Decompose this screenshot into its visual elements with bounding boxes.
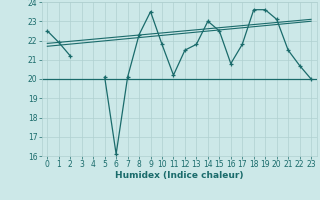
X-axis label: Humidex (Indice chaleur): Humidex (Indice chaleur) <box>115 171 244 180</box>
